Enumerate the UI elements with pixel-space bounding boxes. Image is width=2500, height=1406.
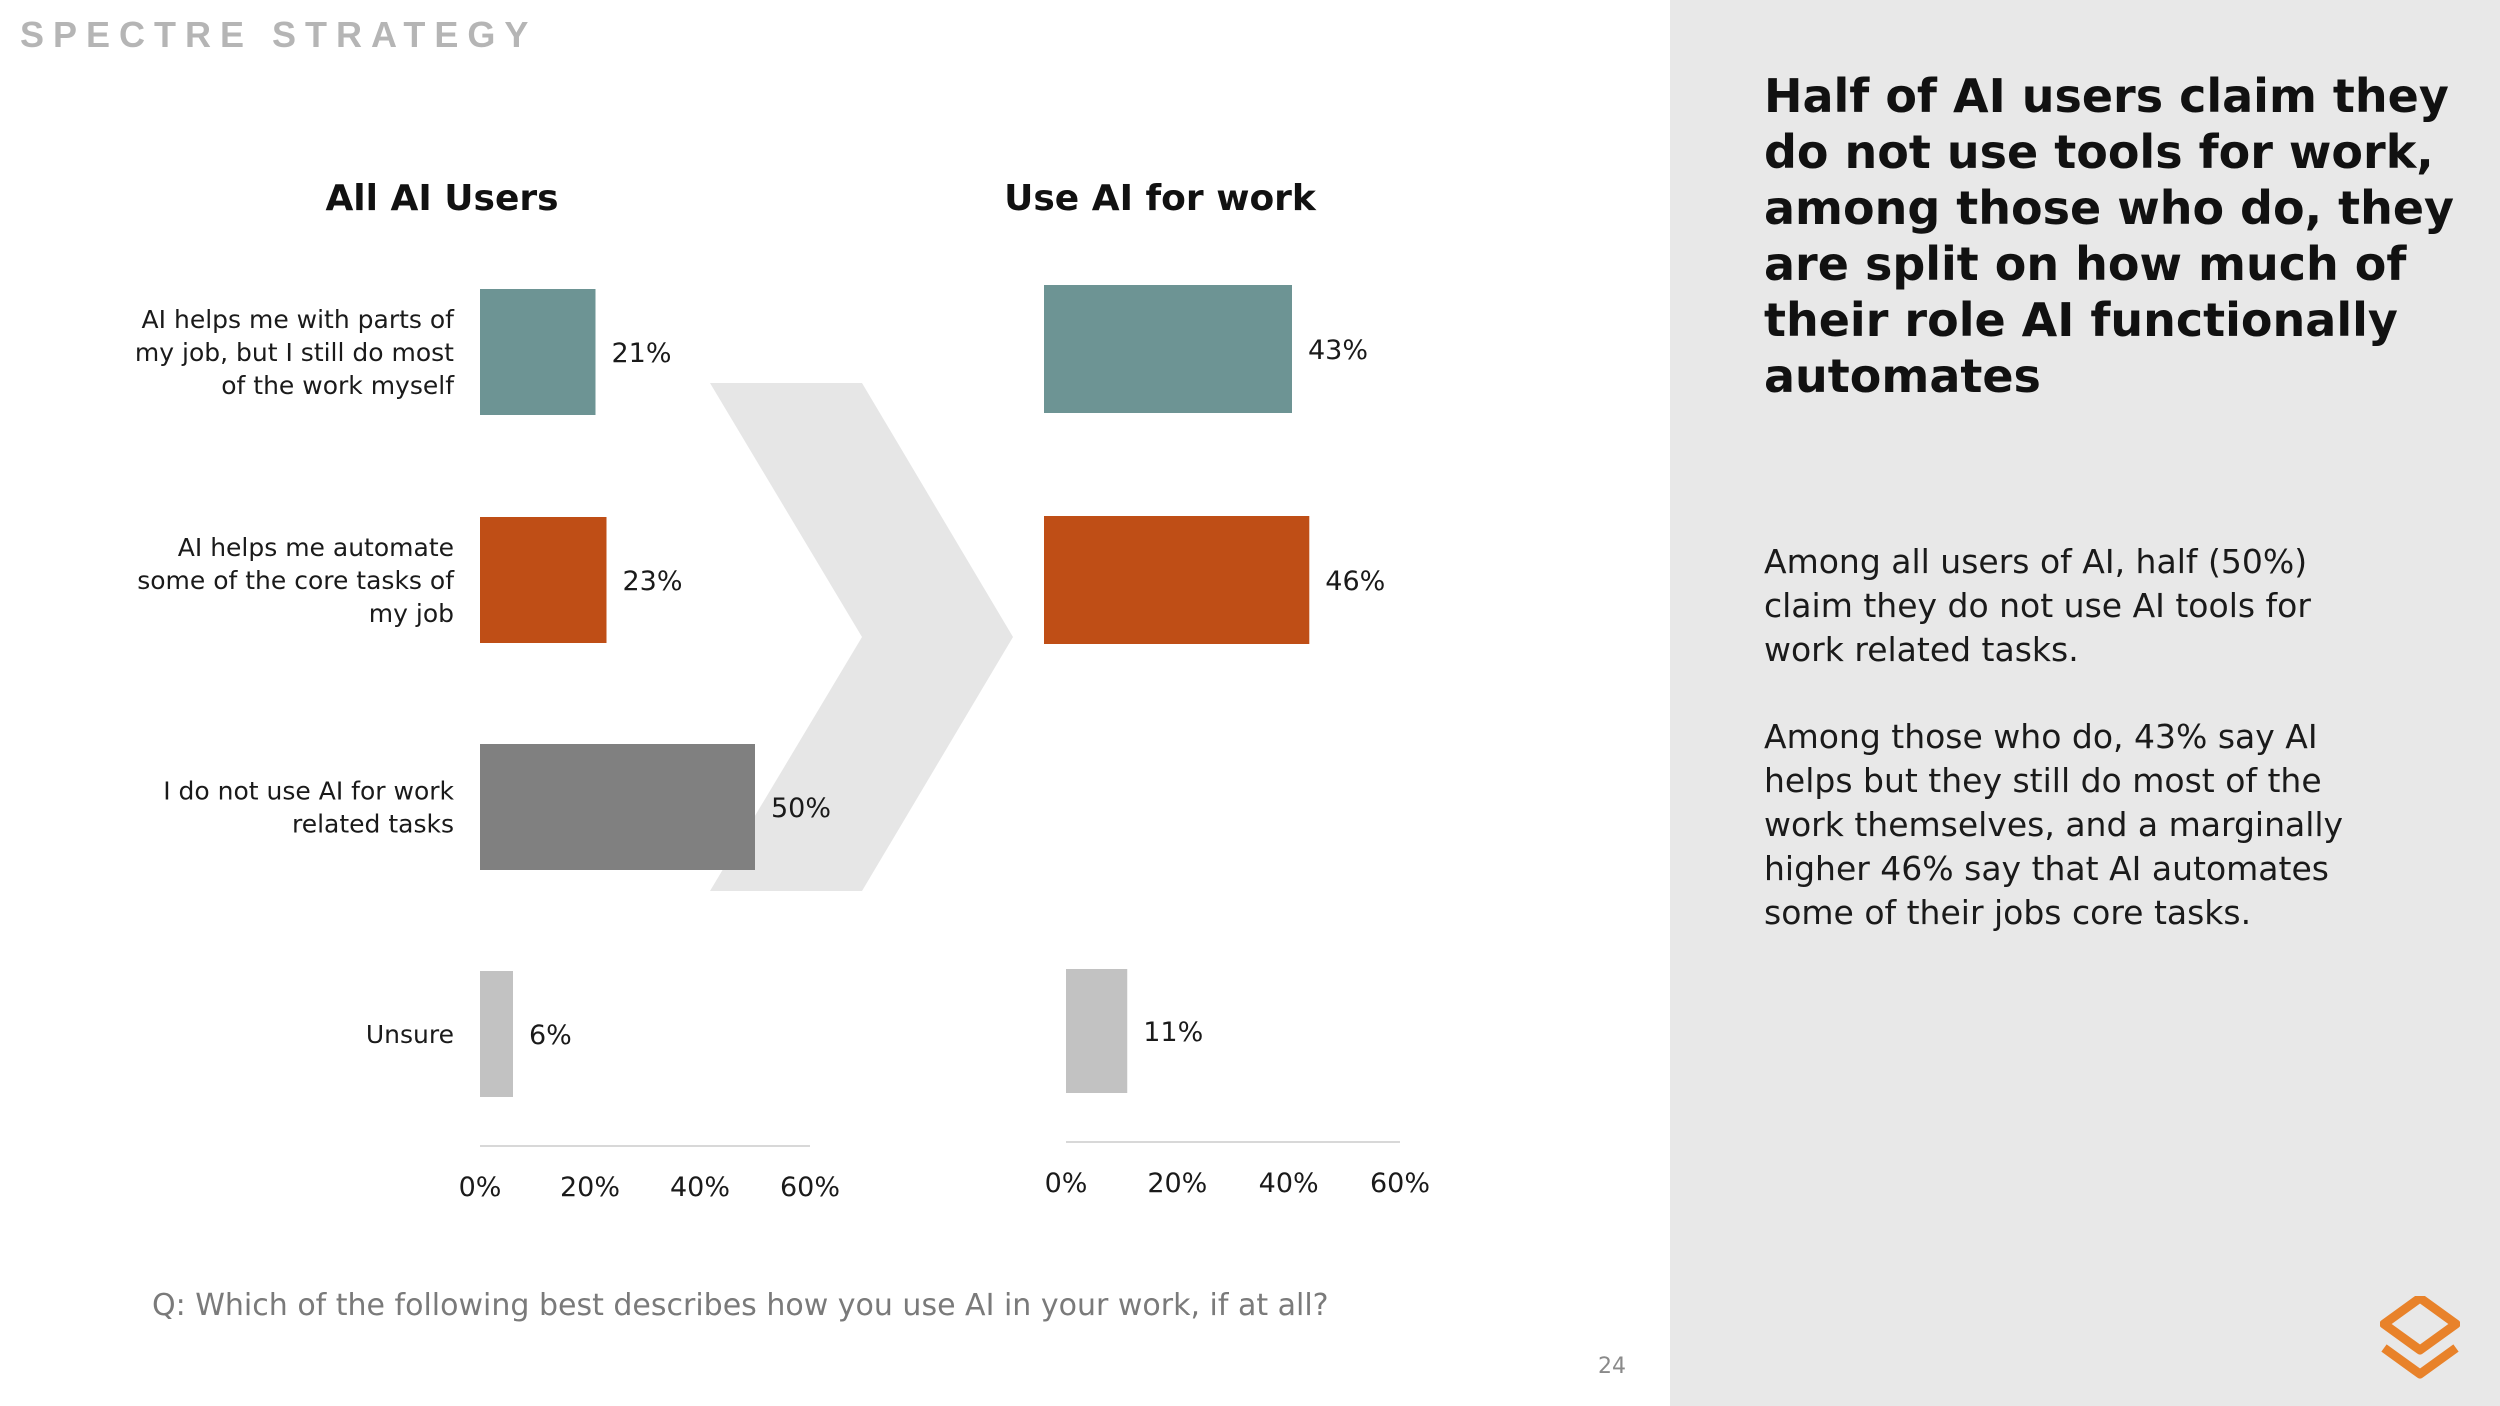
tick-label: 0% — [1045, 1168, 1088, 1199]
summary-paragraph-2: Among those who do, 43% say AI helps but… — [1764, 717, 2344, 932]
bar-0 — [1044, 285, 1292, 413]
summary-headline: Half of AI users claim they do not use t… — [1764, 69, 2454, 403]
bar-1 — [480, 517, 607, 643]
charts-canvas: All AI Users 21% AI helps me with parts o… — [135, 178, 1430, 1203]
bar-1 — [1044, 516, 1310, 644]
bar-0 — [480, 289, 596, 415]
tick-label: 0% — [459, 1172, 502, 1203]
category-label: AI helps me with parts of my job, but I s… — [135, 305, 455, 400]
page-number: 24 — [1598, 1354, 1626, 1379]
survey-question: Q: Which of the following best describes… — [152, 1288, 1329, 1323]
bar-3 — [480, 971, 513, 1097]
category-label: Unsure — [366, 1020, 454, 1049]
chart-all-ai-users: All AI Users 21% AI helps me with parts o… — [135, 178, 840, 1203]
value-label: 46% — [1325, 566, 1385, 597]
tick-label: 60% — [780, 1172, 840, 1203]
category-label: I do not use AI for work related tasks — [163, 777, 454, 839]
bar-2 — [480, 744, 755, 870]
tick-label: 60% — [1370, 1168, 1430, 1199]
value-label: 43% — [1308, 335, 1368, 366]
tick-label: 40% — [670, 1172, 730, 1203]
value-label: 23% — [623, 566, 683, 597]
brand-wordmark: SPECTRE STRATEGY — [20, 14, 538, 55]
summary-panel: Half of AI users claim they do not use t… — [1670, 0, 2500, 1406]
summary-paragraph-1: Among all users of AI, half (50%) claim … — [1764, 542, 2311, 669]
chevron-arrow-icon — [710, 383, 1013, 891]
category-label: AI helps me automate some of the core tas… — [137, 533, 455, 628]
tick-label: 20% — [1147, 1168, 1207, 1199]
bar-2 — [1066, 969, 1128, 1093]
value-label: 50% — [771, 793, 831, 824]
value-label: 21% — [612, 338, 672, 369]
tick-label: 20% — [560, 1172, 620, 1203]
chart-use-ai-for-work: Use AI for work 43% 46% 11% 0% 20% 40% 60% — [1004, 178, 1430, 1199]
tick-label: 40% — [1259, 1168, 1319, 1199]
spectre-logo-icon — [2380, 1296, 2460, 1379]
chart-title: Use AI for work — [1004, 178, 1317, 219]
value-label: 11% — [1143, 1017, 1203, 1048]
value-label: 6% — [529, 1020, 572, 1051]
chart-title: All AI Users — [325, 178, 558, 219]
